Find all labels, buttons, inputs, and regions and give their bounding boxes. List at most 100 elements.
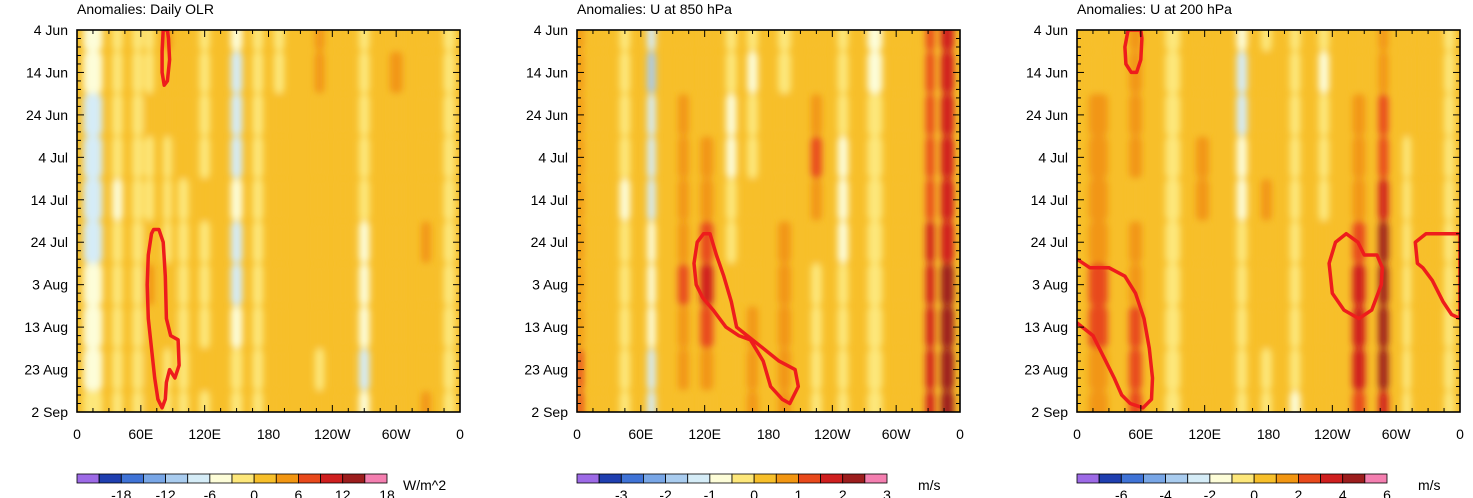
- anomaly-cell: [591, 305, 605, 349]
- anomaly-cell: [1444, 136, 1455, 179]
- anomaly-cell: [1165, 178, 1181, 221]
- anomaly-cell: [867, 348, 883, 391]
- y-tick-label: 14 Jun: [26, 64, 68, 80]
- anomaly-cell: [1236, 390, 1248, 412]
- anomaly-cell: [337, 263, 349, 306]
- anomaly-cell: [230, 305, 243, 349]
- anomaly-cell: [778, 221, 791, 264]
- anomaly-cell: [925, 51, 935, 94]
- anomaly-cell: [230, 136, 243, 179]
- anomaly-cell: [358, 178, 370, 221]
- anomaly-cell: [1402, 51, 1412, 94]
- y-tick-label: 13 Aug: [1024, 319, 1068, 335]
- anomaly-cell: [940, 221, 954, 264]
- anomaly-shading: [577, 30, 954, 412]
- anomaly-cell: [591, 178, 605, 221]
- anomaly-cell: [700, 30, 714, 52]
- anomaly-cell: [1378, 348, 1389, 391]
- anomaly-cell: [700, 51, 714, 94]
- anomaly-cell: [421, 51, 431, 94]
- anomaly-cell: [778, 136, 791, 179]
- anomaly-cell: [443, 390, 456, 412]
- anomaly-cell: [647, 136, 656, 179]
- anomaly-cell: [144, 30, 155, 52]
- anomaly-cell: [747, 221, 758, 264]
- anomaly-cell: [230, 178, 243, 221]
- anomaly-cell: [577, 390, 584, 412]
- anomaly-cell: [1088, 263, 1108, 306]
- anomaly-cell: [837, 390, 849, 412]
- x-tick-label: 0: [456, 426, 464, 442]
- contour-line: [1413, 231, 1460, 321]
- anomaly-cell: [837, 263, 849, 306]
- colorbar-label: 0: [750, 487, 758, 498]
- anomaly-cell: [1352, 348, 1366, 391]
- x-tick-label: 120W: [314, 426, 351, 442]
- y-tick-label: 23 Aug: [524, 362, 568, 378]
- anomaly-cell: [1165, 305, 1181, 349]
- anomaly-cell: [1236, 263, 1248, 306]
- anomaly-cell: [925, 390, 935, 412]
- y-tick-label: 2 Sep: [31, 404, 68, 420]
- anomaly-cell: [1165, 221, 1181, 264]
- anomaly-cell: [163, 136, 172, 179]
- anomaly-cell: [199, 30, 210, 52]
- anomaly-cell: [1236, 93, 1248, 137]
- anomaly-cell: [1165, 390, 1181, 412]
- anomaly-cell: [1196, 178, 1209, 221]
- anomaly-cell: [389, 305, 403, 349]
- anomaly-cell: [199, 390, 210, 412]
- anomaly-cell: [178, 348, 189, 391]
- anomaly-cell: [1352, 305, 1366, 349]
- anomaly-cell: [337, 221, 349, 264]
- anomaly-cell: [337, 93, 349, 137]
- colorbar-swatch: [231, 473, 255, 484]
- x-tick-label: 120W: [814, 426, 851, 442]
- anomaly-cell: [1088, 30, 1108, 52]
- anomaly-cell: [199, 348, 210, 391]
- y-tick-label: 4 Jun: [34, 22, 68, 38]
- anomaly-cell: [591, 30, 605, 52]
- anomaly-cell: [747, 30, 758, 52]
- anomaly-cell: [1422, 178, 1434, 221]
- anomaly-cell: [811, 178, 822, 221]
- anomaly-cell: [678, 305, 689, 349]
- anomaly-cell: [1236, 348, 1248, 391]
- anomaly-cell: [811, 51, 822, 94]
- colorbar-label: -1: [704, 487, 717, 498]
- anomaly-cell: [132, 263, 143, 306]
- colorbar-label: -3: [615, 487, 628, 498]
- anomaly-cell: [619, 221, 631, 264]
- colorbar-swatch: [298, 473, 321, 484]
- anomaly-cell: [1088, 93, 1108, 137]
- colorbar-swatch: [76, 473, 100, 484]
- anomaly-cell: [1402, 390, 1412, 412]
- anomaly-cell: [389, 51, 403, 94]
- anomaly-cell: [112, 51, 123, 94]
- anomaly-cell: [314, 390, 325, 412]
- anomaly-cell: [1289, 178, 1301, 221]
- anomaly-cell: [1422, 51, 1434, 94]
- y-tick-label: 4 Jun: [534, 22, 568, 38]
- x-tick-label: 60E: [628, 426, 653, 442]
- anomaly-cell: [1422, 390, 1434, 412]
- anomaly-cell: [811, 348, 822, 391]
- anomaly-cell: [1444, 348, 1455, 391]
- anomaly-cell: [837, 221, 849, 264]
- anomaly-cell: [811, 136, 822, 179]
- anomaly-cell: [1088, 221, 1108, 264]
- anomaly-cell: [443, 221, 456, 264]
- anomaly-cell: [940, 93, 954, 137]
- anomaly-cell: [83, 221, 103, 264]
- anomaly-cell: [421, 221, 431, 264]
- anomaly-cell: [811, 390, 822, 412]
- anomaly-cell: [619, 263, 631, 306]
- anomaly-cell: [837, 93, 849, 137]
- anomaly-cell: [358, 390, 370, 412]
- anomaly-cell: [337, 51, 349, 94]
- anomaly-cell: [389, 390, 403, 412]
- colorbar-swatch: [1253, 473, 1277, 484]
- anomaly-cell: [1378, 390, 1389, 412]
- y-tick-label: 24 Jul: [531, 234, 568, 250]
- anomaly-cell: [778, 348, 791, 391]
